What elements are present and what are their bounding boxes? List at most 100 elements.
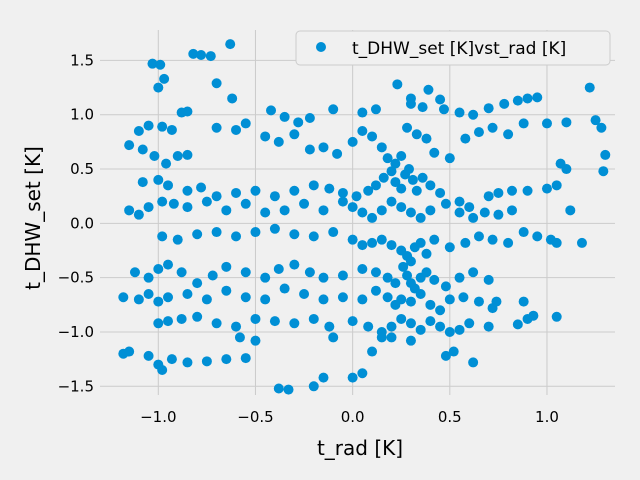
scatter-point [440, 350, 451, 361]
scatter-point [205, 51, 216, 62]
scatter-point [518, 296, 529, 307]
scatter-point [304, 144, 315, 155]
scatter-point [201, 294, 212, 305]
scatter-point [250, 313, 261, 324]
scatter-point [153, 82, 164, 93]
scatter-point [227, 93, 238, 104]
scatter-point [386, 332, 397, 343]
scatter-point [124, 140, 135, 151]
scatter-point [468, 267, 479, 278]
scatter-point [221, 285, 232, 296]
scatter-point [260, 272, 271, 283]
scatter-point [269, 223, 280, 234]
scatter-point [260, 294, 271, 305]
scatter-point [402, 122, 413, 133]
scatter-point [273, 136, 284, 147]
scatter-point [598, 166, 609, 177]
scatter-point [363, 185, 374, 196]
x-tick-label: 0.5 [438, 408, 462, 426]
scatter-point [440, 198, 451, 209]
scatter-point [318, 372, 329, 383]
y-tick-label: −1.5 [58, 377, 94, 395]
scatter-point [337, 292, 348, 303]
scatter-point [503, 129, 514, 140]
y-axis-label: t_DHW_set [K] [21, 146, 45, 290]
scatter-point [415, 288, 426, 299]
scatter-point [376, 205, 387, 216]
scatter-point [386, 321, 397, 332]
scatter-point [378, 172, 389, 183]
scatter-point [283, 384, 294, 395]
scatter-point [444, 326, 455, 337]
scatter-point [129, 267, 140, 278]
scatter-point [425, 205, 436, 216]
scatter-point [425, 299, 436, 310]
scatter-point [421, 248, 432, 259]
scatter-point [370, 285, 381, 296]
legend-marker [316, 42, 326, 52]
scatter-point [429, 234, 440, 245]
scatter-point [207, 270, 218, 281]
x-tick-label: −1.0 [140, 408, 176, 426]
scatter-point [289, 318, 300, 329]
scatter-point [479, 207, 490, 218]
scatter-point [464, 318, 475, 329]
scatter-point [324, 183, 335, 194]
y-tick-label: 0.5 [70, 160, 94, 178]
scatter-point [289, 185, 300, 196]
scatter-point [460, 237, 471, 248]
scatter-point [584, 82, 595, 93]
scatter-point [153, 263, 164, 274]
scatter-point [440, 281, 451, 292]
scatter-point [415, 237, 426, 248]
scatter-point [396, 183, 407, 194]
scatter-point [473, 231, 484, 242]
scatter-point [308, 180, 319, 191]
scatter-point [273, 383, 284, 394]
scatter-point [398, 261, 409, 272]
scatter-point [386, 166, 397, 177]
scatter-point [396, 202, 407, 213]
scatter-point [444, 242, 455, 253]
scatter-point [157, 365, 168, 376]
scatter-point [161, 158, 172, 169]
scatter-point [231, 124, 242, 135]
scatter-point [518, 118, 529, 129]
scatter-point [176, 267, 187, 278]
scatter-point [370, 104, 381, 115]
scatter-point [172, 234, 183, 245]
scatter-point [376, 142, 387, 153]
scatter-point [444, 153, 455, 164]
scatter-point [429, 274, 440, 285]
scatter-point [337, 270, 348, 281]
scatter-point [528, 310, 539, 321]
scatter-point [182, 149, 193, 160]
scatter-point [279, 205, 290, 216]
scatter-point [211, 78, 222, 89]
scatter-point [133, 126, 144, 137]
scatter-point [512, 319, 523, 330]
scatter-point [196, 182, 207, 193]
scatter-point [182, 357, 193, 368]
scatter-point [541, 183, 552, 194]
scatter-point [532, 92, 543, 103]
scatter-point [561, 164, 572, 175]
scatter-point [172, 151, 183, 162]
scatter-point [143, 120, 154, 131]
scatter-point [421, 267, 432, 278]
scatter-point [324, 321, 335, 332]
scatter-point [250, 185, 261, 196]
scatter-point [425, 316, 436, 327]
scatter-point [351, 191, 362, 202]
scatter-point [196, 49, 207, 60]
scatter-point [124, 346, 135, 357]
scatter-point [153, 174, 164, 185]
scatter-point [137, 177, 148, 188]
scatter-point [143, 272, 154, 283]
scatter-point [382, 272, 393, 283]
scatter-point [367, 237, 378, 248]
scatter-point [240, 267, 251, 278]
scatter-point [551, 237, 562, 248]
scatter-point [396, 151, 407, 162]
